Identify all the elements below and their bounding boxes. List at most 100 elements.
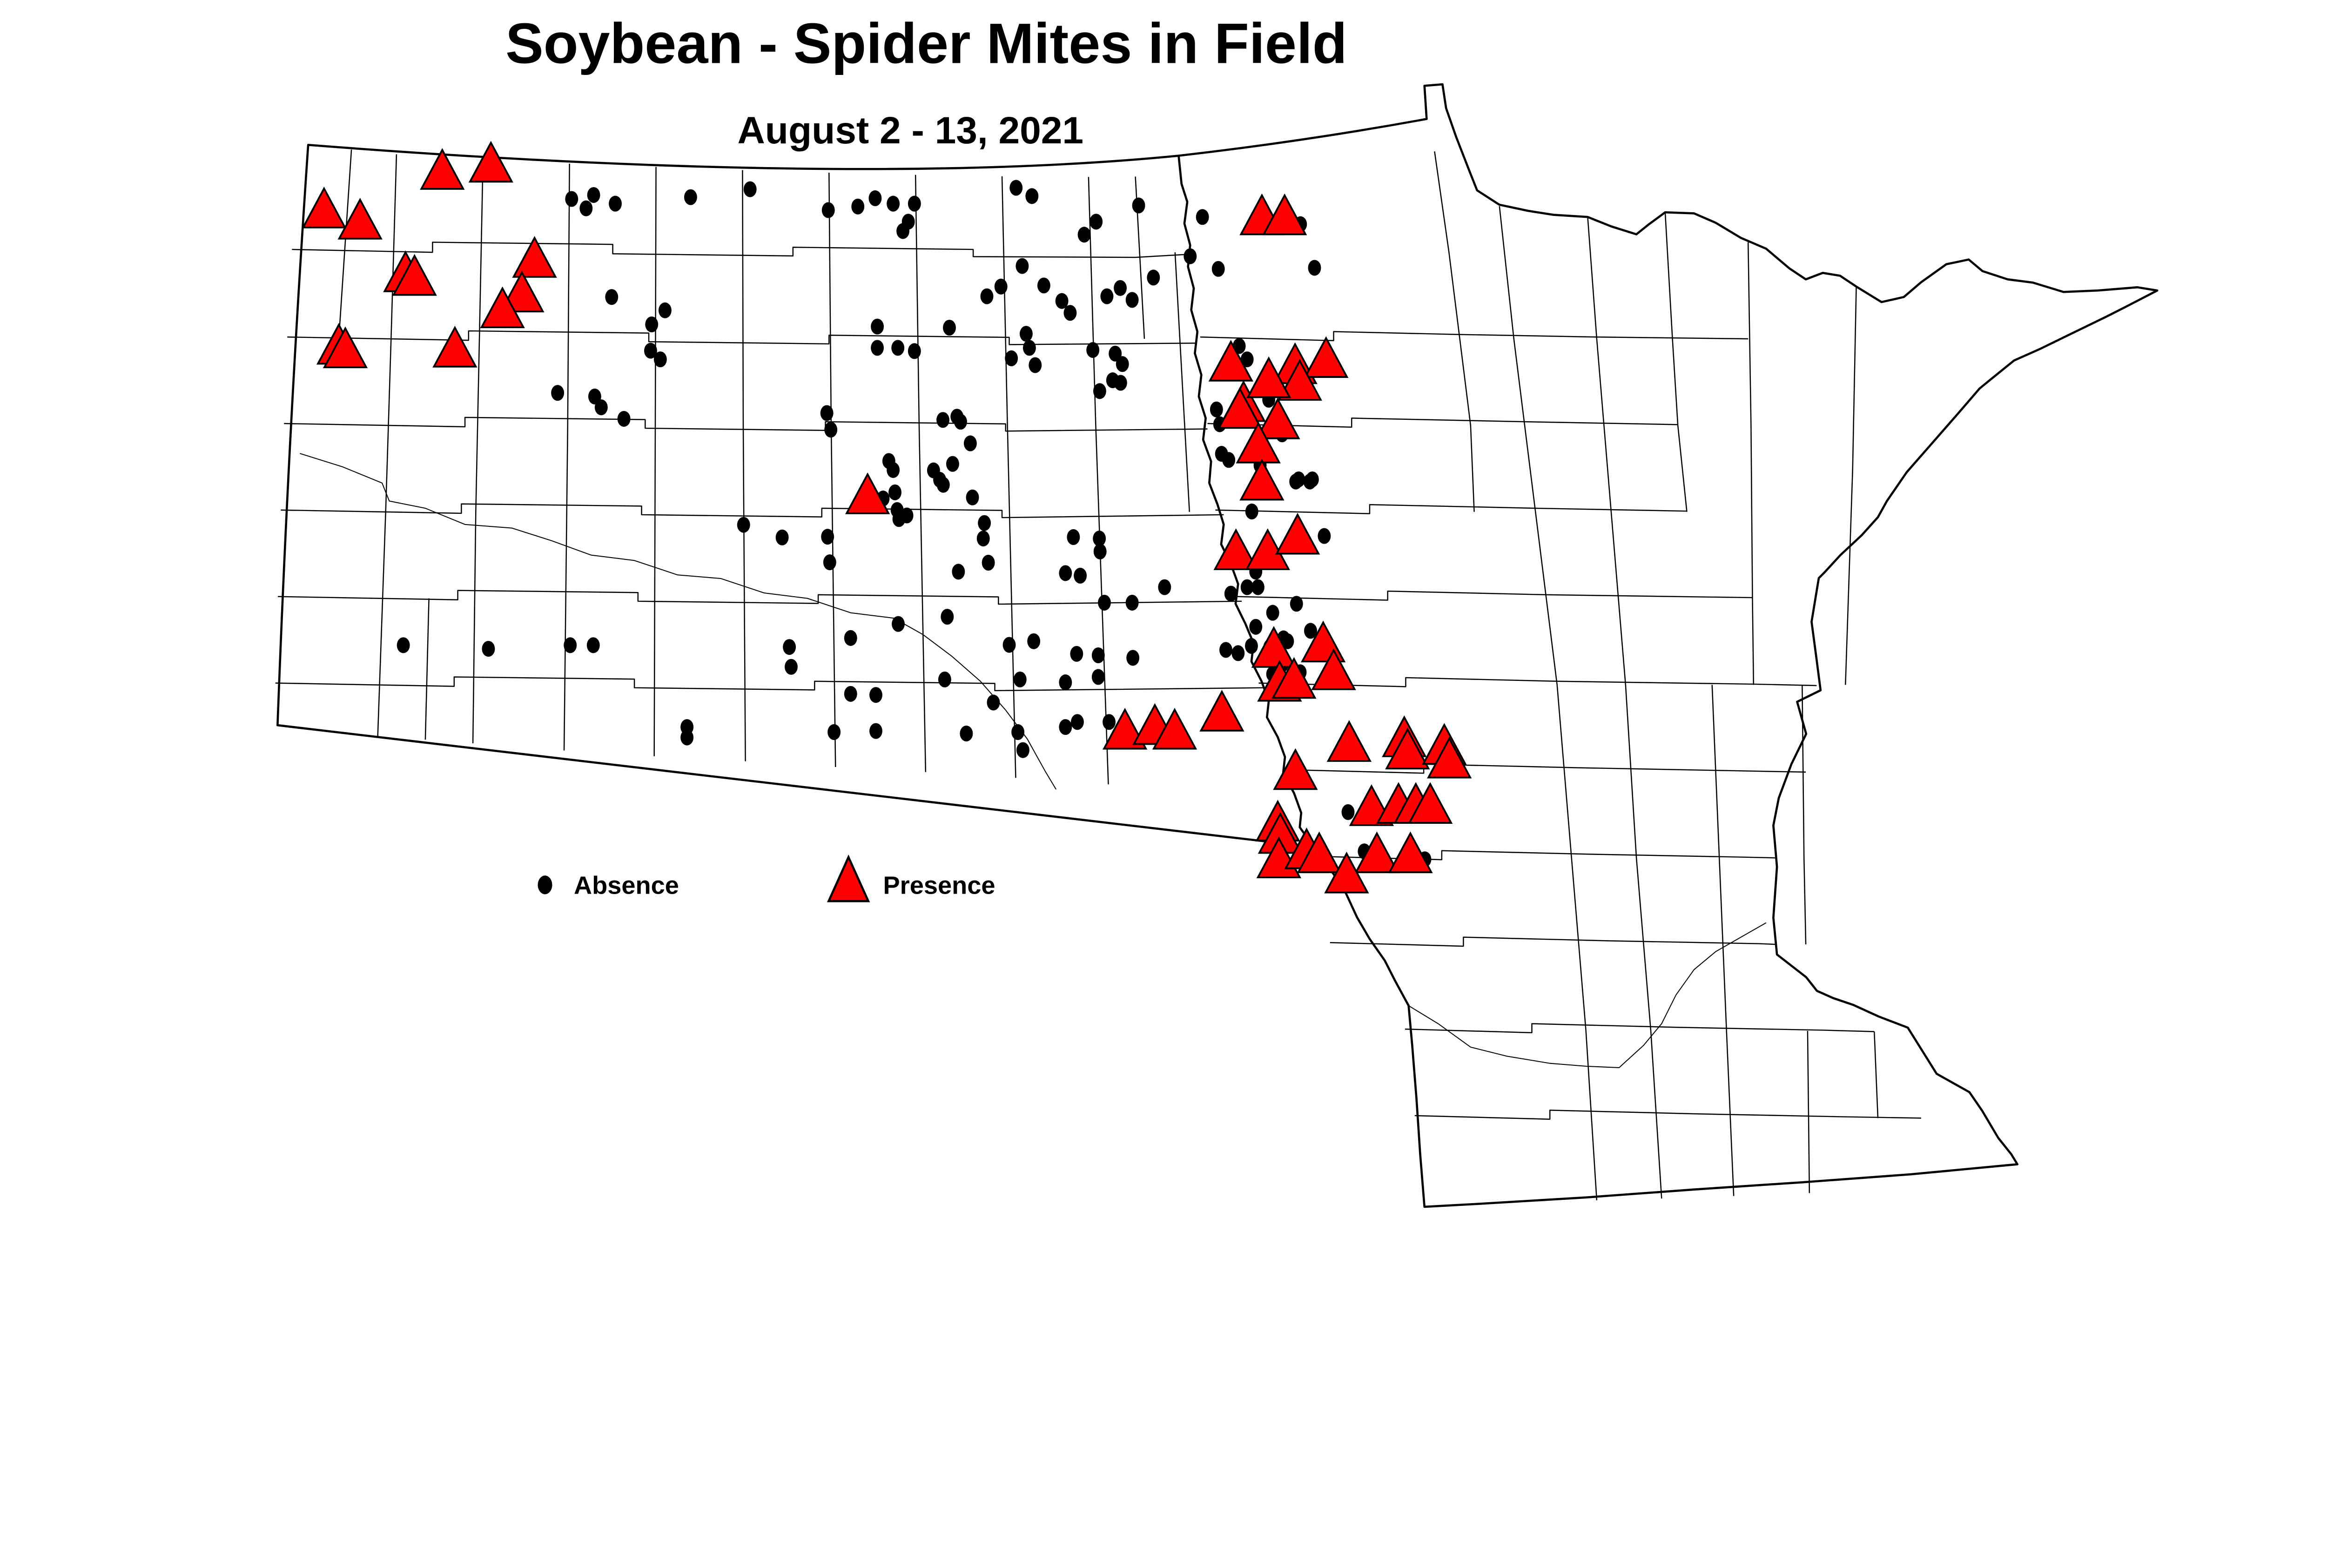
absence-marker (1116, 356, 1129, 372)
absence-marker (1132, 197, 1145, 214)
absence-marker (1318, 528, 1331, 544)
presence-legend-label: Presence (883, 872, 995, 900)
presence-marker (1297, 831, 1342, 874)
minnesota-outline (1178, 83, 2159, 1208)
absence-marker (1091, 647, 1105, 664)
presence-marker (1199, 690, 1244, 732)
absence-marker (1027, 633, 1041, 649)
absence-marker (887, 462, 900, 478)
absence-marker (1093, 383, 1106, 399)
absence-marker (1070, 714, 1084, 730)
absence-marker (1303, 473, 1317, 490)
absence-marker (844, 630, 857, 646)
legend: Absence Presence (538, 855, 995, 902)
presence-marker (392, 254, 437, 296)
absence-marker (1251, 579, 1264, 595)
absence-marker (1249, 619, 1263, 635)
absence-legend-dot-icon (538, 875, 552, 895)
absence-marker (1125, 594, 1139, 611)
absence-marker (1098, 594, 1111, 611)
absence-marker (896, 223, 909, 239)
absence-marker (594, 399, 608, 416)
absence-marker (1103, 714, 1116, 730)
absence-marker (1025, 188, 1039, 204)
absence-marker (1074, 567, 1087, 584)
absence-marker (1289, 473, 1303, 490)
absence-marker (994, 278, 1008, 295)
minnesota-river-line (1408, 922, 1767, 1068)
presence-marker (1277, 359, 1322, 401)
absence-marker (1059, 719, 1072, 735)
absence-marker (587, 187, 600, 203)
absence-marker (1077, 227, 1091, 243)
absence-marker (891, 340, 905, 356)
absence-marker (1013, 671, 1027, 687)
absence-marker (823, 554, 836, 571)
absence-marker (1091, 669, 1105, 685)
absence-marker (1304, 623, 1317, 639)
missouri-river-line (300, 453, 1057, 790)
absence-marker (869, 687, 882, 703)
presence-marker (512, 236, 557, 278)
absence-marker (908, 195, 921, 212)
absence-marker (1037, 277, 1050, 294)
absence-marker (1290, 596, 1303, 612)
presence-marker (323, 326, 368, 369)
absence-marker (936, 477, 950, 493)
absence-marker (1245, 638, 1258, 654)
absence-marker (1231, 645, 1245, 661)
river-lines (300, 453, 1767, 1068)
absence-marker (1055, 293, 1069, 309)
absence-marker (1114, 375, 1127, 391)
state-outlines (276, 83, 2159, 1208)
absence-marker (963, 435, 977, 451)
absence-marker (653, 351, 667, 368)
absence-marker (1093, 543, 1107, 559)
absence-marker (1125, 292, 1139, 308)
absence-marker (887, 195, 900, 212)
absence-marker (954, 414, 967, 430)
county-lines (275, 149, 1921, 1201)
absence-marker (1070, 646, 1083, 662)
presence-marker (1236, 421, 1281, 464)
absence-marker (680, 729, 694, 746)
presence-marker (1273, 748, 1318, 790)
absence-marker (565, 191, 578, 207)
presence-marker (480, 286, 525, 329)
absence-marker (551, 385, 565, 401)
absence-marker (943, 319, 956, 336)
absence-marker (821, 529, 834, 545)
absence-marker (892, 511, 906, 527)
presence-marker (1208, 340, 1253, 382)
presence-marker (1271, 657, 1317, 699)
absence-marker (609, 195, 622, 212)
map-canvas: Soybean - Spider Mites in Field August 2… (275, 11, 2159, 1208)
absence-marker (482, 641, 495, 657)
absence-marker (980, 288, 994, 304)
absence-marker (684, 189, 697, 205)
presence-marker (1255, 397, 1300, 439)
presence-marker (1213, 528, 1258, 570)
absence-marker (1100, 288, 1114, 304)
presence-marker (1326, 720, 1372, 762)
absence-marker (644, 343, 657, 359)
absence-marker (1086, 342, 1100, 358)
absence-marker (869, 723, 882, 739)
absence-marker (1126, 650, 1140, 666)
absence-marker (820, 405, 834, 421)
presence-marker (1385, 727, 1430, 770)
presence-marker (1407, 782, 1453, 824)
absence-marker (1011, 724, 1025, 740)
north-dakota-outline (276, 144, 1315, 848)
absence-marker (1067, 529, 1080, 545)
presence-legend-triangle-icon (827, 855, 870, 902)
absence-marker (1308, 260, 1321, 276)
absence-marker (987, 694, 1000, 711)
absence-marker (617, 411, 631, 427)
presence-marker (1239, 458, 1285, 501)
absence-marker-layer (397, 180, 1432, 868)
absence-marker (844, 686, 857, 702)
absence-marker (1109, 345, 1122, 362)
absence-marker (605, 289, 619, 305)
presence-marker (1388, 831, 1433, 874)
